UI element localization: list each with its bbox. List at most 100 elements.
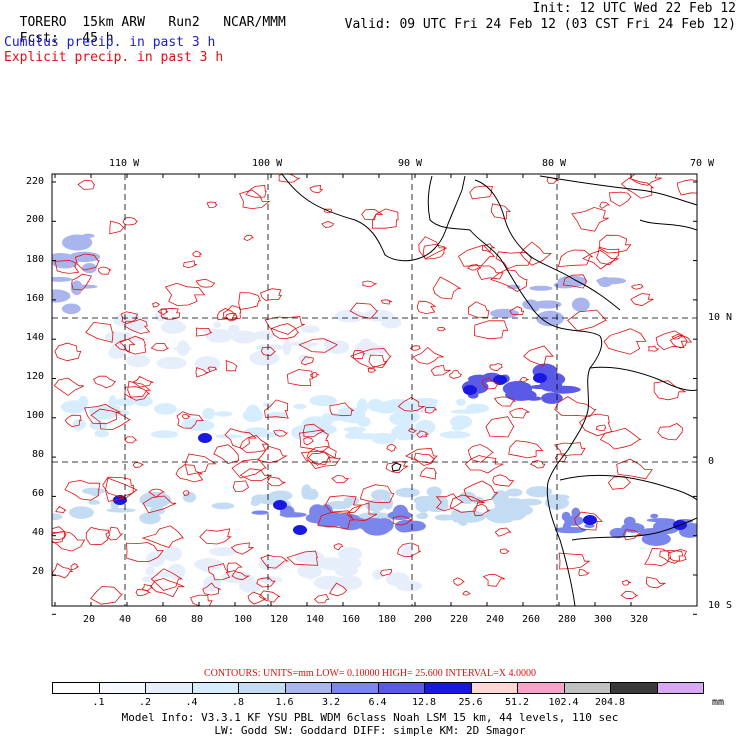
fcst-value: 45 h bbox=[82, 31, 114, 46]
model-org: NCAR/MMM bbox=[223, 15, 286, 30]
precip-cell bbox=[457, 510, 469, 526]
precip-cell bbox=[108, 346, 125, 359]
precip-cell bbox=[297, 564, 322, 579]
contour-line bbox=[599, 201, 611, 209]
contour-line bbox=[301, 356, 314, 366]
explicit-label: Explicit precip. in past 3 h bbox=[4, 50, 224, 65]
contour-line bbox=[644, 547, 671, 567]
model-info-line2: LW: Godd SW: Goddard DIFF: simple KM: 2D… bbox=[214, 724, 526, 737]
precip-cell bbox=[242, 408, 264, 422]
lon-label-90w: 90 W bbox=[398, 158, 423, 169]
legend-swatch bbox=[424, 682, 472, 694]
contour-line bbox=[309, 185, 324, 193]
legend-label: .2 bbox=[138, 697, 152, 708]
precip-cell bbox=[522, 299, 539, 310]
contour-line bbox=[83, 403, 121, 425]
contour-line bbox=[657, 423, 683, 441]
contour-line bbox=[148, 488, 166, 498]
contour-line bbox=[331, 475, 350, 484]
precip-cell bbox=[395, 581, 423, 592]
precip-cell bbox=[106, 508, 136, 513]
contour-line bbox=[132, 461, 145, 469]
precip-cell bbox=[69, 506, 94, 519]
precip-fill-layer bbox=[52, 233, 697, 593]
contour-line bbox=[225, 360, 238, 372]
precip-cell bbox=[209, 547, 237, 557]
precip-cell bbox=[115, 397, 135, 407]
contour-line bbox=[567, 309, 608, 332]
cumulus-label: Cumulus precip. in past 3 h bbox=[4, 35, 216, 50]
contour-line bbox=[93, 375, 117, 389]
contour-line bbox=[258, 590, 281, 603]
caribbean-coast bbox=[474, 179, 621, 311]
precip-cell bbox=[52, 513, 63, 521]
precip-cell bbox=[646, 518, 676, 523]
contour-line bbox=[519, 376, 530, 383]
lon-label-100w: 100 W bbox=[252, 158, 283, 169]
contour-line bbox=[623, 529, 643, 541]
contour-line bbox=[245, 184, 267, 198]
precip-cell bbox=[467, 374, 491, 384]
y-tick-180: 180 bbox=[26, 254, 45, 265]
precip-cell bbox=[434, 514, 455, 521]
legend-swatch bbox=[284, 682, 332, 694]
cuba-coast bbox=[539, 175, 697, 206]
contour-layer bbox=[52, 174, 697, 606]
contour-line bbox=[195, 367, 209, 378]
contour-line bbox=[362, 280, 378, 287]
contour-line bbox=[231, 458, 267, 479]
contour-line bbox=[71, 273, 92, 291]
contour-line bbox=[599, 234, 632, 254]
contour-line bbox=[264, 316, 305, 335]
lat-label-10n: 10 N bbox=[708, 312, 733, 323]
contour-line bbox=[75, 253, 100, 271]
precip-cell bbox=[145, 551, 166, 567]
legend-swatch bbox=[238, 682, 286, 694]
precip-cell bbox=[249, 350, 280, 366]
precip-cell bbox=[145, 566, 155, 576]
contour-line bbox=[127, 380, 152, 398]
contour-line bbox=[286, 550, 319, 566]
precip-cell bbox=[598, 277, 613, 288]
contour-line bbox=[463, 480, 499, 502]
contour-line bbox=[52, 531, 86, 552]
legend-swatch bbox=[470, 682, 518, 694]
contour-line bbox=[397, 397, 426, 412]
legend-label: 1.6 bbox=[275, 697, 294, 708]
contour-line bbox=[449, 494, 485, 513]
precip-cell bbox=[72, 235, 85, 242]
contour-line bbox=[231, 571, 251, 581]
contour-line bbox=[264, 399, 289, 419]
contour-line bbox=[160, 307, 181, 320]
contour-line bbox=[286, 369, 313, 387]
contour-line bbox=[54, 342, 82, 362]
contour-line bbox=[64, 414, 82, 428]
heavy-precip-cell bbox=[493, 375, 507, 385]
contour-line bbox=[519, 241, 552, 266]
contour-line bbox=[419, 467, 437, 480]
contour-line bbox=[313, 593, 330, 604]
contour-line bbox=[645, 576, 667, 589]
contour-line bbox=[323, 208, 333, 214]
contour-line bbox=[135, 588, 152, 597]
y-tick-60: 60 bbox=[32, 488, 45, 499]
contour-line bbox=[653, 380, 686, 401]
precip-cell bbox=[164, 319, 182, 328]
contour-line bbox=[603, 328, 647, 355]
contour-line bbox=[571, 206, 609, 232]
precip-cell bbox=[542, 372, 566, 386]
precip-cell bbox=[549, 385, 581, 394]
precip-cell bbox=[82, 262, 97, 274]
contour-line bbox=[659, 550, 684, 564]
x-tick-100: 100 bbox=[234, 614, 253, 625]
precip-cell bbox=[356, 416, 371, 428]
contour-line bbox=[412, 346, 444, 365]
contour-line bbox=[157, 308, 169, 316]
precip-cell bbox=[150, 430, 179, 439]
legend-swatch bbox=[610, 682, 658, 694]
y-tick-100: 100 bbox=[26, 410, 45, 421]
contour-line bbox=[629, 174, 662, 186]
precip-cell bbox=[401, 544, 413, 559]
contour-line bbox=[150, 343, 169, 352]
precip-cell bbox=[153, 403, 177, 415]
